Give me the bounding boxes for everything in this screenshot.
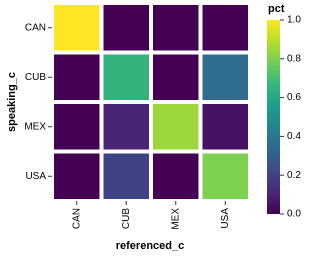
cell [54,5,100,51]
cell [202,5,248,51]
y-axis-title: speaking_c [6,72,18,132]
cell [103,5,149,51]
x-tick-label: MEX [170,208,181,230]
y-tick-label: CUB [25,72,46,83]
chart: referenced_c speaking_c pct CAN CUB MEX USA… [6,3,301,252]
cell [54,104,100,150]
cell [202,153,248,199]
colorbar [267,20,280,214]
cell [103,104,149,150]
cell [153,104,199,150]
y-tick-label: MEX [24,121,46,132]
colorbar-tick-label: 0.6 [287,92,301,103]
x-tick-label: CAN [71,208,82,229]
x-tick-label: USA [220,208,231,229]
cell [153,5,199,51]
colorbar-tick-label: 0.4 [287,131,301,142]
cell [202,104,248,150]
y-tick-label: CAN [25,22,46,33]
cell [103,153,149,199]
cell [54,153,100,199]
colorbar-tick-label: 0.2 [287,170,301,181]
cell [153,153,199,199]
colorbar-tick-label: 0.0 [287,209,301,220]
x-axis-title: referenced_c [116,240,185,252]
cell [153,54,199,100]
y-tick-label: USA [25,171,46,182]
x-tick-label: CUB [121,208,132,229]
cell [103,54,149,100]
colorbar-tick-label: 0.8 [287,53,301,64]
cell [54,54,100,100]
cell [202,54,248,100]
legend-title: pct [268,3,285,15]
colorbar-tick-label: 1.0 [287,15,301,26]
